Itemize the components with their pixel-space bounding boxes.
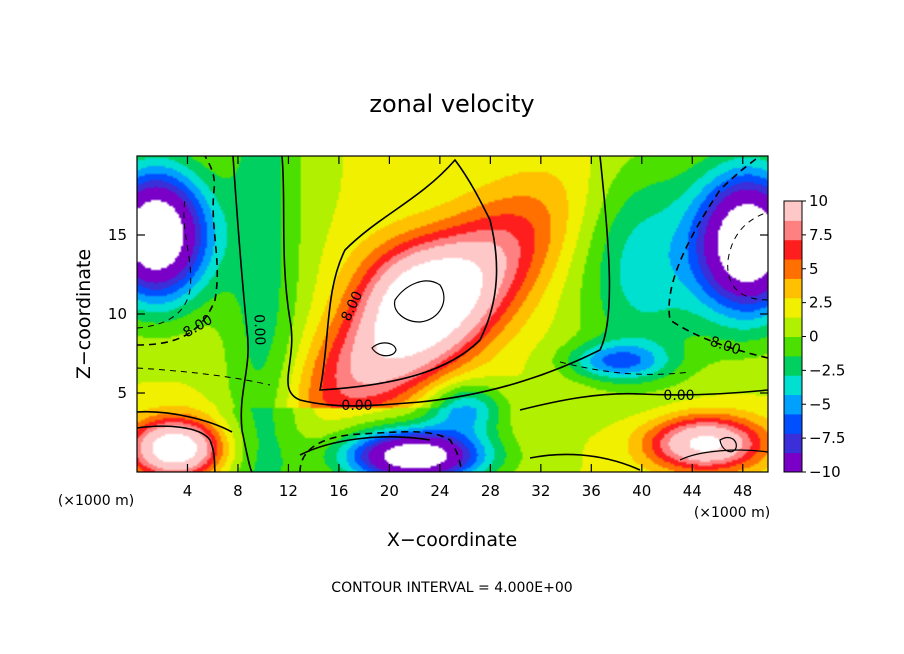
colorbar-swatch [784,239,802,260]
colorbar-tick-label: 10 [809,192,828,210]
x-tick-label: 48 [733,482,752,500]
x-axis-ticks: 4 8 12 16 20 24 28 32 36 40 44 48 [183,156,752,500]
contour-zero-left [232,156,253,472]
contour-neg-surface [299,430,463,472]
x-unit-right: (×1000 m) [694,505,770,521]
colorbar-swatch [784,375,802,396]
colorbar-swatch [784,355,802,376]
colorbar-tick-label: −10 [809,463,841,481]
contour-label-right-zero: 0.00 [663,388,694,404]
x-tick-label: 28 [481,482,500,500]
x-tick-label: 16 [329,482,348,500]
colorbar-swatch [784,433,802,454]
x-tick-label: 8 [233,482,243,500]
y-tick-label: 15 [108,226,127,244]
colorbar-swatch [784,413,802,434]
colorbar-swatch [784,317,802,337]
contour-pos-surface-right [679,436,768,461]
contour-zero-center [281,156,611,407]
x-tick-label: 32 [531,482,550,500]
colorbar-swatch [784,278,802,299]
colorbar-tick-label: −7.5 [809,429,845,447]
colorbar-swatch [784,201,802,221]
colorbar-swatch [784,452,802,473]
colorbar-tick-label: −2.5 [809,361,845,379]
x-tick-label: 24 [430,482,449,500]
y-axis-title: Z−coordinate [73,249,95,379]
colorbar-swatch [784,297,802,318]
colorbar-swatch [784,259,802,279]
contour-zero-low [137,410,641,471]
contour-zero-right [519,389,768,411]
x-tick-label: 40 [632,482,651,500]
contour-label-left-zero: 0.00 [250,314,267,346]
chart-title: zonal velocity [369,90,534,118]
contour-lines [137,156,768,472]
contour-eight-jet [319,158,498,391]
colorbar-tick-label: 7.5 [809,226,833,244]
colorbar-swatch [784,220,802,241]
x-axis-title: X−coordinate [387,529,517,551]
y-tick-label: 10 [108,305,127,323]
x-tick-label: 12 [279,482,298,500]
y-tick-label: 5 [117,384,127,402]
contour-neg-upper-right-inner [727,211,768,301]
x-tick-label: 44 [683,482,702,500]
colorbar [783,200,803,473]
plot-area: 8.00 0.00 8.00 0.00 8.00 0.00 [136,155,769,473]
contour-neg-mid [137,361,691,386]
x-tick-label: 20 [380,482,399,500]
colorbar-tick-label: 5 [809,260,819,278]
contour-label-center-zero: 0.00 [341,398,372,414]
colorbar-swatch [784,394,802,415]
velocity-field-image [137,156,768,472]
contour-neg-upper-left [137,156,218,346]
contour-neg-upper-left-inner [137,199,192,329]
colorbar-tick-label: 0 [809,328,819,346]
colorbar-tick-label: −5 [809,395,831,413]
colorbar-ticks: 10 7.5 5 2.5 0 −2.5 −5 −7.5 −10 [802,192,845,481]
x-unit-left: (×1000 m) [58,493,134,509]
contour-interval-note: CONTOUR INTERVAL = 4.000E+00 [331,580,572,596]
colorbar-tick-label: 2.5 [809,294,833,312]
x-tick-label: 36 [582,482,601,500]
colorbar-swatch [784,336,802,357]
contour-neg-upper-right [668,156,768,359]
x-tick-label: 4 [183,482,193,500]
y-axis-ticks: 5 10 15 [108,226,768,402]
contour-twelve-jet [371,280,445,357]
contour-pos-surface-left [137,425,216,472]
